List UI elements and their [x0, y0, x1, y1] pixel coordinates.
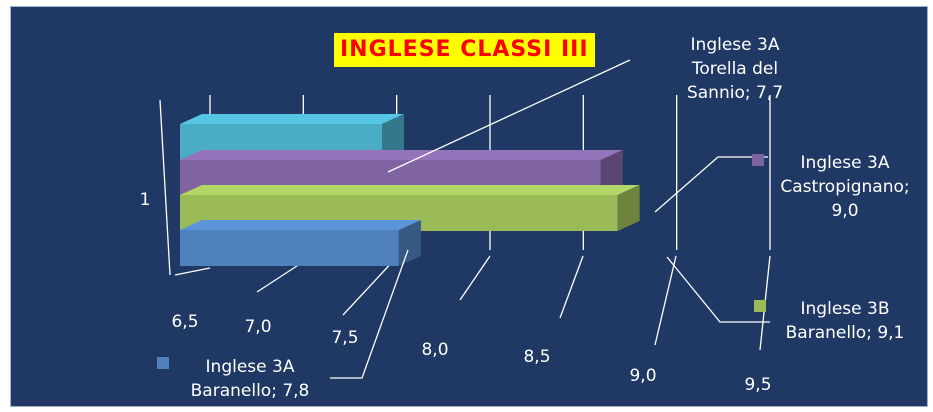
- bar-end: [398, 220, 421, 266]
- legend-swatch: [752, 154, 764, 166]
- floor-gridline: [459, 255, 491, 301]
- bar-top: [180, 185, 640, 195]
- bar-top: [180, 220, 421, 230]
- wall-line: [159, 99, 171, 276]
- data-label: Torella del: [691, 59, 778, 79]
- x-tick-label: 7,0: [244, 317, 271, 337]
- bar-end: [617, 185, 640, 231]
- x-tick-label: 7,5: [331, 328, 358, 348]
- data-label: Baranello; 7,8: [191, 381, 310, 401]
- data-label: Inglese 3A: [801, 153, 890, 173]
- data-label: 9,0: [831, 201, 858, 221]
- bar-top: [180, 114, 404, 124]
- category-label: 1: [140, 190, 151, 210]
- floor-gridline: [256, 261, 304, 293]
- x-tick-label: 9,0: [629, 366, 656, 386]
- data-label: Inglese 3A: [206, 357, 295, 377]
- bar-end: [382, 114, 404, 160]
- leader-line: [387, 59, 631, 173]
- floor-gridline: [342, 257, 397, 316]
- x-tick-label: 8,0: [421, 340, 448, 360]
- legend-swatch: [754, 300, 766, 312]
- data-label: Castropignano;: [780, 177, 909, 197]
- x-tick-label: 9,5: [744, 375, 771, 395]
- bar: [180, 230, 399, 266]
- data-label: Sannio; 7,7: [687, 83, 783, 103]
- legend-swatch: [157, 357, 169, 369]
- leader-line: [330, 249, 409, 379]
- chart-title: INGLESE CLASSI III: [334, 33, 595, 67]
- leader-line: [666, 256, 770, 323]
- x-tick-label: 6,5: [171, 312, 198, 332]
- floor-gridline: [559, 255, 584, 319]
- floor-gridline: [174, 267, 211, 276]
- bar-top: [180, 150, 623, 160]
- data-label: Inglese 3B: [801, 299, 890, 319]
- bar-end: [600, 150, 623, 196]
- leader-line: [654, 156, 768, 213]
- x-tick-label: 8,5: [523, 347, 550, 367]
- floor-gridline: [654, 255, 677, 346]
- data-label: Baranello; 9,1: [786, 323, 905, 343]
- data-label: Inglese 3A: [691, 35, 780, 55]
